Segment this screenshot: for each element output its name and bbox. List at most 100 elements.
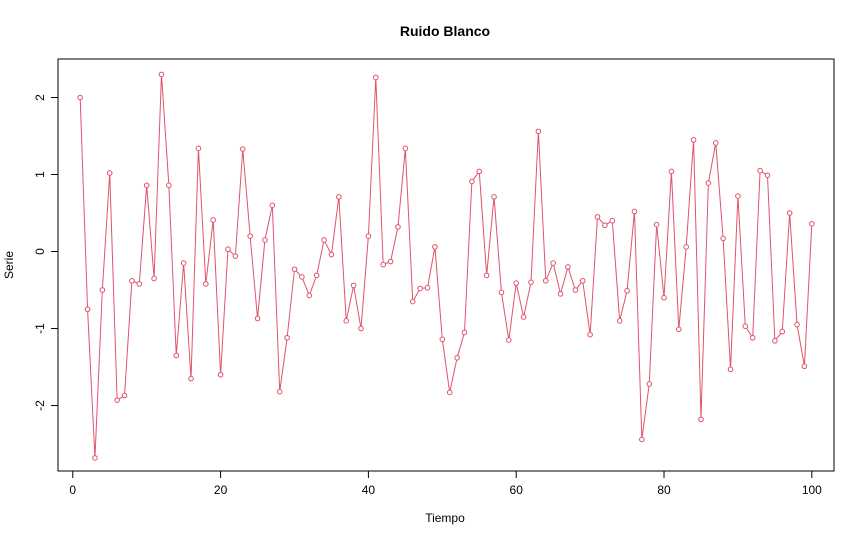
data-point — [454, 355, 460, 361]
data-point — [262, 237, 268, 243]
data-point — [225, 246, 231, 253]
data-point — [114, 397, 120, 403]
y-tick-label: 1 — [33, 171, 47, 178]
data-point — [513, 280, 520, 286]
data-point — [572, 287, 579, 293]
data-point — [587, 331, 593, 338]
data-point — [306, 292, 313, 299]
y-axis: -2 -1 0 1 2 — [33, 94, 59, 411]
series-noise — [77, 71, 815, 461]
data-point — [653, 221, 660, 228]
data-point — [772, 338, 778, 344]
data-point — [239, 146, 246, 152]
data-point — [417, 285, 423, 292]
data-point — [106, 170, 113, 176]
x-tick-label: 100 — [802, 483, 822, 497]
data-point — [579, 277, 586, 284]
data-point — [639, 436, 645, 443]
y-axis-label: Serie — [2, 251, 16, 279]
data-point — [321, 237, 327, 243]
data-point — [676, 326, 682, 333]
data-point — [276, 388, 283, 395]
data-point — [409, 298, 416, 305]
data-point — [742, 323, 749, 330]
data-point — [195, 145, 202, 152]
data-point — [690, 137, 697, 143]
data-point — [528, 279, 534, 286]
data-point — [372, 74, 379, 81]
data-point — [188, 375, 194, 382]
data-point — [609, 217, 616, 224]
data-point — [77, 94, 83, 101]
data-point — [757, 167, 763, 174]
data-point — [624, 288, 630, 294]
data-point — [343, 318, 350, 324]
y-tick-label: 2 — [33, 94, 47, 101]
data-point — [491, 194, 497, 200]
data-point — [542, 277, 549, 284]
data-point — [291, 266, 298, 273]
data-point — [712, 140, 719, 146]
y-tick-label: -1 — [33, 323, 47, 334]
data-point — [380, 261, 386, 268]
chart-title: Ruido Blanco — [400, 23, 490, 39]
x-tick-label: 40 — [362, 483, 376, 497]
data-point — [395, 224, 401, 230]
data-point — [350, 282, 357, 289]
data-point — [210, 217, 216, 223]
data-point — [668, 168, 675, 175]
data-point — [254, 315, 261, 322]
data-point — [764, 172, 771, 179]
data-point — [180, 260, 187, 266]
x-tick-label: 0 — [69, 483, 76, 497]
x-tick-label: 60 — [510, 483, 524, 497]
data-point — [705, 180, 712, 186]
data-point — [143, 182, 150, 189]
data-point — [483, 272, 490, 279]
data-point — [698, 416, 704, 423]
data-point — [565, 264, 571, 270]
data-point — [269, 202, 276, 209]
data-point — [439, 336, 446, 343]
x-tick-label: 80 — [657, 483, 671, 497]
data-point — [203, 281, 209, 287]
data-point — [727, 366, 734, 373]
y-tick-label: -2 — [33, 400, 47, 411]
data-point — [299, 274, 305, 280]
data-point — [779, 328, 786, 335]
data-point — [550, 260, 556, 266]
y-tick-label: 0 — [33, 248, 47, 255]
x-axis-label: Tiempo — [425, 511, 465, 525]
data-point — [166, 182, 172, 189]
data-point — [84, 306, 91, 313]
data-point — [506, 337, 512, 343]
data-point — [432, 244, 438, 250]
data-point — [247, 233, 253, 239]
data-point — [446, 389, 453, 396]
series-line — [79, 74, 813, 458]
data-point — [476, 168, 483, 175]
data-point — [336, 194, 342, 200]
data-point — [794, 321, 800, 328]
data-point — [786, 210, 793, 216]
data-point — [217, 371, 224, 378]
data-point — [631, 208, 638, 215]
x-axis: 0 20 40 60 80 100 — [69, 470, 822, 497]
data-point — [498, 289, 505, 296]
data-point — [646, 381, 653, 387]
data-point — [720, 235, 726, 242]
data-point — [616, 318, 623, 324]
data-point — [328, 251, 335, 258]
data-point — [99, 287, 106, 293]
data-point — [121, 392, 128, 399]
data-point — [809, 221, 815, 227]
data-point — [136, 281, 143, 287]
data-point — [735, 193, 741, 199]
data-point — [602, 222, 608, 229]
data-point — [158, 71, 165, 78]
data-point — [661, 294, 667, 301]
data-point — [387, 258, 394, 265]
